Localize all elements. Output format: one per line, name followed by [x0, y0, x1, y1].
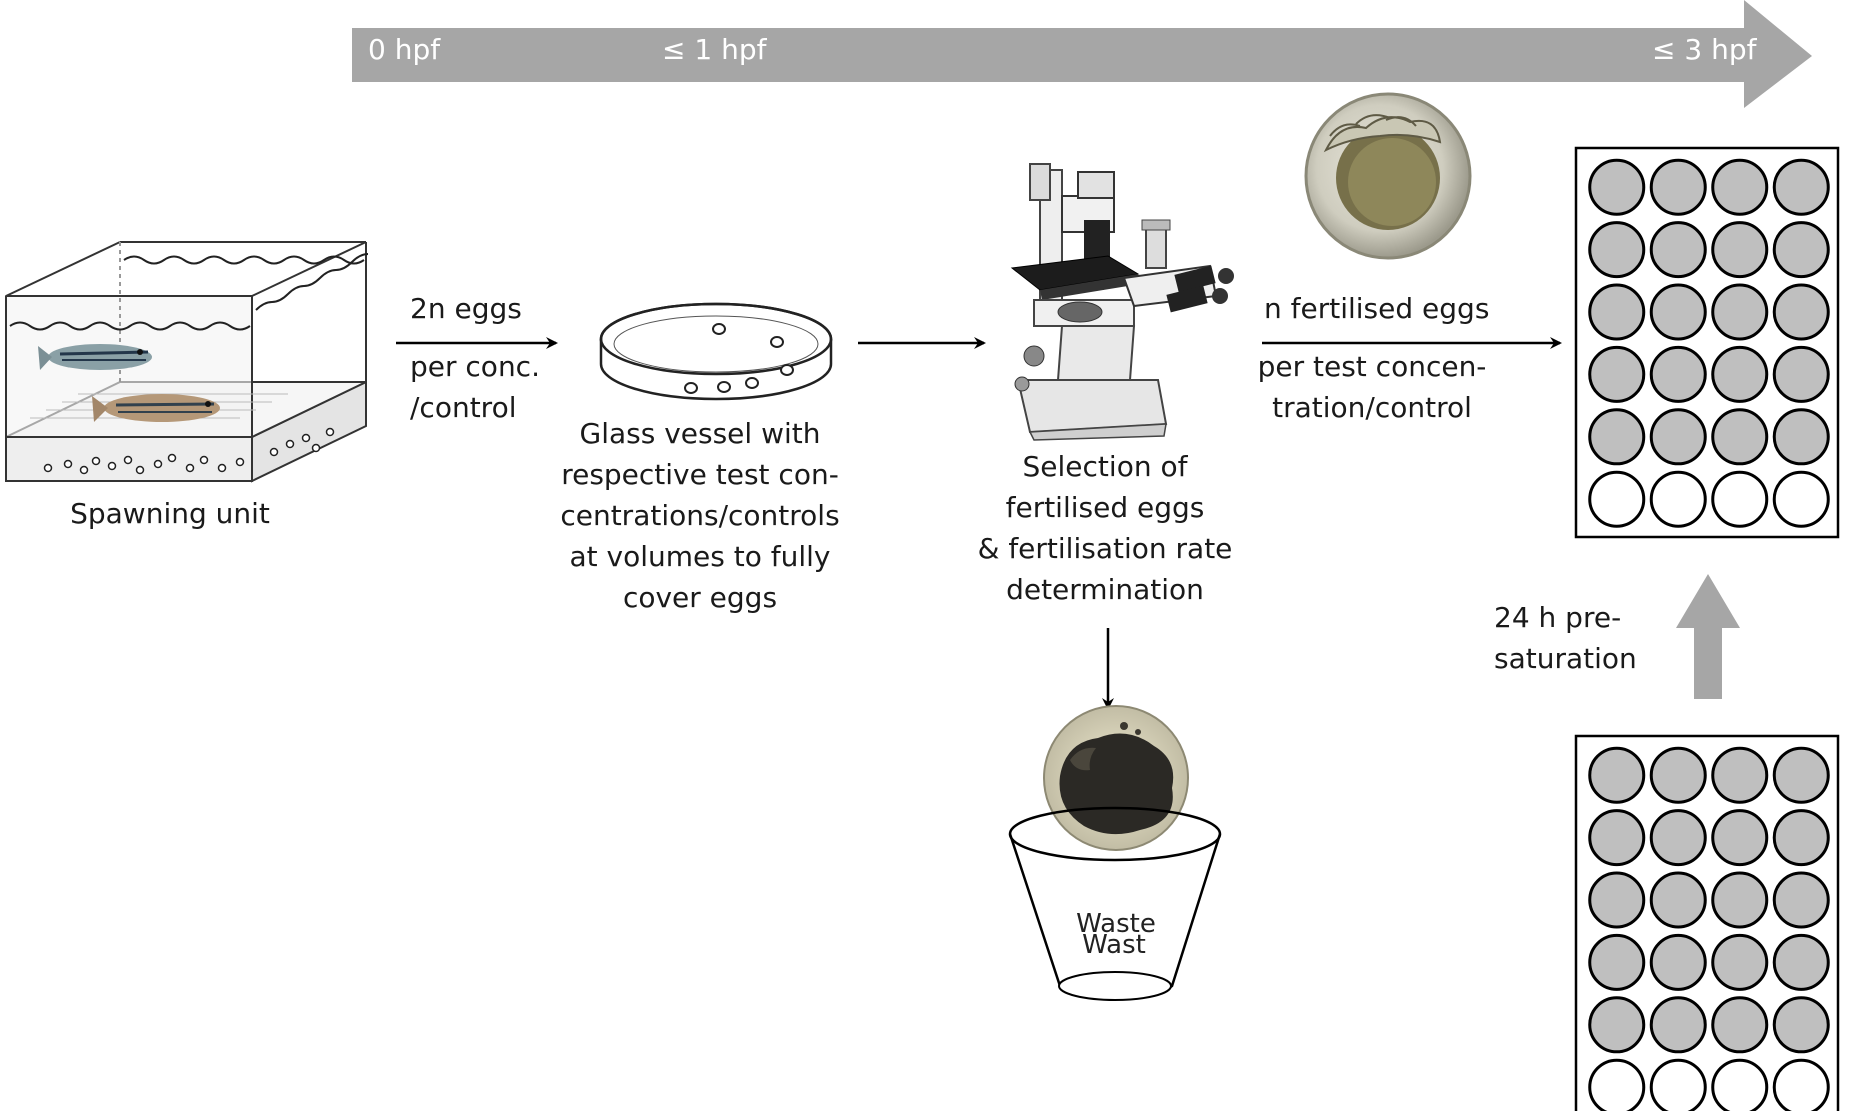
well	[1588, 408, 1646, 466]
waste-bucket	[1008, 833, 1222, 1001]
well	[1588, 158, 1646, 216]
well	[1711, 1058, 1769, 1111]
well	[1588, 1058, 1646, 1111]
well	[1772, 158, 1830, 216]
arrow1-bottom-line: /control	[410, 391, 517, 424]
presaturation-line: saturation	[1494, 642, 1637, 675]
timeline-arrow	[352, 0, 1812, 108]
well	[1588, 345, 1646, 403]
arrow3-bottom-line: per test concen-	[1257, 350, 1487, 383]
well	[1649, 283, 1707, 341]
well	[1649, 408, 1707, 466]
well	[1772, 933, 1830, 991]
aquarium-eggs	[43, 427, 335, 475]
waste-label-2: Wast	[1082, 930, 1146, 960]
glass-vessel-line: Glass vessel with	[579, 417, 821, 450]
waste-label-1: Waste	[1076, 909, 1156, 939]
glass-vessel-line: centrations/controls	[560, 499, 840, 532]
well	[1649, 221, 1707, 279]
well	[1649, 746, 1707, 804]
arrow1-bottom-line: per conc.	[410, 350, 540, 383]
well	[1711, 345, 1769, 403]
well	[1772, 221, 1830, 279]
selection-line: fertilised eggs	[1005, 491, 1205, 524]
arrow1-top-label: 2n eggs	[410, 292, 522, 325]
well	[1772, 1058, 1830, 1111]
well-plate-presaturation	[1574, 734, 1840, 1111]
well	[1772, 809, 1830, 867]
selection-label: Selection of fertilised eggs & fertilisa…	[978, 446, 1233, 610]
well	[1711, 933, 1769, 991]
well	[1649, 470, 1707, 528]
glass-vessel-line: cover eggs	[622, 581, 778, 614]
selection-line: determination	[1006, 573, 1204, 606]
waste-bucket-rim	[1008, 806, 1222, 862]
arrow3-bottom-label: per test concen- tration/control	[1258, 346, 1487, 428]
well	[1588, 221, 1646, 279]
well	[1711, 470, 1769, 528]
spawning-unit-illustration	[5, 241, 369, 483]
presaturation-arrow	[1676, 574, 1740, 699]
well	[1772, 996, 1830, 1054]
well	[1649, 933, 1707, 991]
well	[1588, 746, 1646, 804]
glass-vessel-illustration	[599, 302, 833, 401]
glass-vessel-label: Glass vessel with respective test con- c…	[560, 413, 839, 618]
well	[1772, 470, 1830, 528]
arrow3-top-label: n fertilised eggs	[1264, 292, 1490, 325]
well	[1588, 996, 1646, 1054]
timeline-label-0hpf: 0 hpf	[368, 33, 441, 66]
well	[1711, 746, 1769, 804]
zebrafish-2	[92, 394, 220, 422]
well	[1772, 746, 1830, 804]
glass-vessel-line: at volumes to fully	[569, 540, 831, 573]
dead-egg-image	[1043, 705, 1189, 851]
well	[1711, 809, 1769, 867]
arrow3-bottom-line: tration/control	[1272, 391, 1472, 424]
well	[1649, 345, 1707, 403]
well	[1711, 871, 1769, 929]
well-plate-exposure	[1574, 146, 1840, 539]
zebrafish-1	[38, 344, 152, 370]
well	[1772, 345, 1830, 403]
well	[1711, 283, 1769, 341]
well	[1649, 871, 1707, 929]
timeline-arrow-shape	[352, 0, 1812, 108]
timeline-label-1hpf: ≤ 1 hpf	[662, 33, 767, 66]
well	[1588, 283, 1646, 341]
well	[1588, 871, 1646, 929]
selection-line: & fertilisation rate	[977, 532, 1233, 565]
presaturation-label: 24 h pre- saturation	[1494, 597, 1637, 679]
microscope-illustration	[1010, 163, 1234, 441]
glass-vessel-line: respective test con-	[561, 458, 839, 491]
selection-line: Selection of	[1022, 450, 1188, 483]
well	[1772, 871, 1830, 929]
well	[1711, 996, 1769, 1054]
well	[1772, 283, 1830, 341]
well	[1711, 221, 1769, 279]
well	[1649, 158, 1707, 216]
arrow1-bottom-label: per conc. /control	[410, 346, 540, 428]
well	[1711, 158, 1769, 216]
presaturation-line: 24 h pre-	[1494, 601, 1622, 634]
well	[1588, 470, 1646, 528]
well	[1772, 408, 1830, 466]
well	[1649, 996, 1707, 1054]
well	[1649, 809, 1707, 867]
timeline-label-3hpf: ≤ 3 hpf	[1652, 33, 1757, 66]
well	[1649, 1058, 1707, 1111]
well	[1711, 408, 1769, 466]
spawning-unit-label: Spawning unit	[70, 497, 270, 530]
well	[1588, 809, 1646, 867]
fertilised-egg-image	[1304, 92, 1472, 260]
well	[1588, 933, 1646, 991]
